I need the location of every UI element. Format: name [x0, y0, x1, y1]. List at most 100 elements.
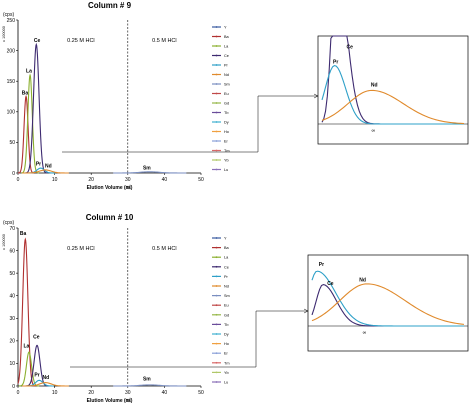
zoom-inset: Pr Ce Nd ∞	[307, 254, 469, 352]
legend-marker-tm	[215, 361, 218, 364]
legend-label-pr: Pr	[224, 64, 229, 68]
legend-label-tb: Tb	[224, 111, 228, 115]
y-tick-label: 20	[9, 339, 15, 345]
region-label-05: 0.5 M HCl	[152, 246, 176, 252]
chart-column-9: Column # 9 (cps) x 100000 0 50 100 150 200 250 0 1…	[2, 1, 469, 191]
y-tick-label: 50	[9, 140, 15, 146]
legend-label-ho: Ho	[224, 130, 229, 134]
legend-label-yb: Yb	[224, 371, 229, 375]
legend-marker-pr	[215, 64, 218, 66]
inset-line-nd	[311, 283, 465, 325]
y-scale-label: x 100000	[2, 234, 6, 250]
y-tick-label: 60	[9, 248, 15, 254]
legend-label-ce: Ce	[224, 54, 229, 58]
legend-marker-gd	[215, 313, 218, 316]
legend-marker-y	[215, 26, 218, 28]
legend-marker-tb	[215, 323, 218, 326]
legend-marker-dy	[215, 121, 218, 123]
legend-marker-y	[215, 237, 218, 239]
legend-label-gd: Gd	[224, 102, 229, 106]
x-tick-label: 0	[17, 390, 20, 396]
legend-label-dy: Dy	[224, 121, 229, 125]
x-axis-label: Elution Volume (㏖)	[87, 398, 133, 404]
legend-marker-pr	[215, 275, 218, 278]
legend-marker-ce	[215, 54, 218, 57]
x-tick-label: 40	[162, 177, 168, 183]
y-tick-label: 70	[9, 226, 15, 232]
y-unit-label: (cps)	[3, 220, 14, 226]
inset-frame	[317, 35, 469, 145]
y-tick-label: 40	[9, 294, 15, 300]
x-tick-label: 20	[88, 177, 94, 183]
legend-marker-ba	[215, 246, 218, 249]
legend-marker-ho	[215, 130, 218, 133]
y-tick-label: 200	[7, 48, 16, 54]
y-tick-label: 50	[9, 271, 15, 277]
zoom-inset: Ce Pr Nd ∞	[317, 35, 469, 145]
inset-label-nd: Nd	[359, 277, 366, 283]
legend-marker-la	[215, 45, 218, 47]
series-line-nd	[22, 169, 69, 174]
inset-line-pr	[321, 64, 464, 125]
legend-marker-ba	[215, 35, 218, 38]
peak-label-ce: Ce	[33, 335, 40, 341]
legend-marker-sm	[215, 83, 218, 85]
connector-arrowhead	[303, 308, 309, 314]
chart-column-10: Column # 10 (cps) x 100000 0 10 20 30 40 50 60 70 0…	[2, 213, 469, 404]
peak-label-pr: Pr	[34, 373, 39, 379]
legend-label-la: La	[224, 45, 229, 49]
y-tick-label: 250	[7, 18, 16, 24]
legend-marker-yb	[215, 371, 218, 374]
inset-tick-label: ∞	[363, 330, 367, 336]
region-label-05: 0.5 M HCl	[152, 38, 176, 44]
inset-label-ce: Ce	[327, 281, 334, 287]
peak-label-nd: Nd	[45, 163, 52, 169]
peak-label-sm: Sm	[143, 165, 151, 171]
series-line-la	[21, 73, 39, 174]
legend-label-lu: Lu	[224, 381, 228, 385]
inset-line-pr	[311, 270, 464, 327]
y-unit-label: (cps)	[3, 12, 14, 18]
inset-label-ce: Ce	[346, 45, 353, 51]
peak-label-la: La	[26, 69, 32, 75]
peak-label-sm: Sm	[143, 376, 151, 382]
legend-label-tb: Tb	[224, 323, 228, 327]
legend-label-y: Y	[224, 237, 227, 241]
inset-frame	[307, 254, 469, 352]
legend-marker-gd	[215, 102, 218, 104]
legend-label-ba: Ba	[224, 35, 230, 39]
series-line-la	[18, 351, 40, 387]
legend-label-tm: Tm	[224, 361, 229, 365]
series-line-nd	[22, 382, 69, 387]
inset-label-pr: Pr	[319, 262, 324, 268]
x-tick-label: 50	[198, 177, 204, 183]
inset-line-nd	[321, 89, 465, 125]
legend-marker-tm	[215, 149, 218, 152]
legend-marker-eu	[215, 304, 218, 307]
x-tick-label: 10	[52, 177, 58, 183]
legend-marker-lu	[215, 381, 218, 383]
peak-label-pr: Pr	[36, 162, 41, 168]
legend-marker-yb	[215, 159, 218, 161]
legend-marker-eu	[215, 92, 218, 95]
legend-label-ce: Ce	[224, 265, 229, 269]
legend-marker-er	[215, 140, 218, 142]
y-tick-label: 150	[7, 79, 16, 85]
legend-label-eu: Eu	[224, 304, 229, 308]
x-tick-label: 40	[162, 390, 168, 396]
x-tick-label: 10	[52, 390, 58, 396]
legend-marker-er	[215, 352, 218, 355]
legend-label-ba: Ba	[224, 246, 230, 250]
legend-label-lu: Lu	[224, 168, 228, 172]
legend-label-ho: Ho	[224, 342, 229, 346]
peak-label-la: La	[23, 344, 29, 350]
inset-connector	[70, 310, 308, 368]
region-label-025: 0.25 M HCl	[67, 246, 95, 252]
legend-marker-la	[215, 256, 218, 259]
legend-marker-nd	[215, 285, 218, 287]
peak-label-nd: Nd	[42, 375, 49, 381]
connector-arrowhead	[313, 93, 319, 99]
y-tick-label: 100	[7, 110, 16, 116]
legend-marker-dy	[215, 333, 218, 335]
